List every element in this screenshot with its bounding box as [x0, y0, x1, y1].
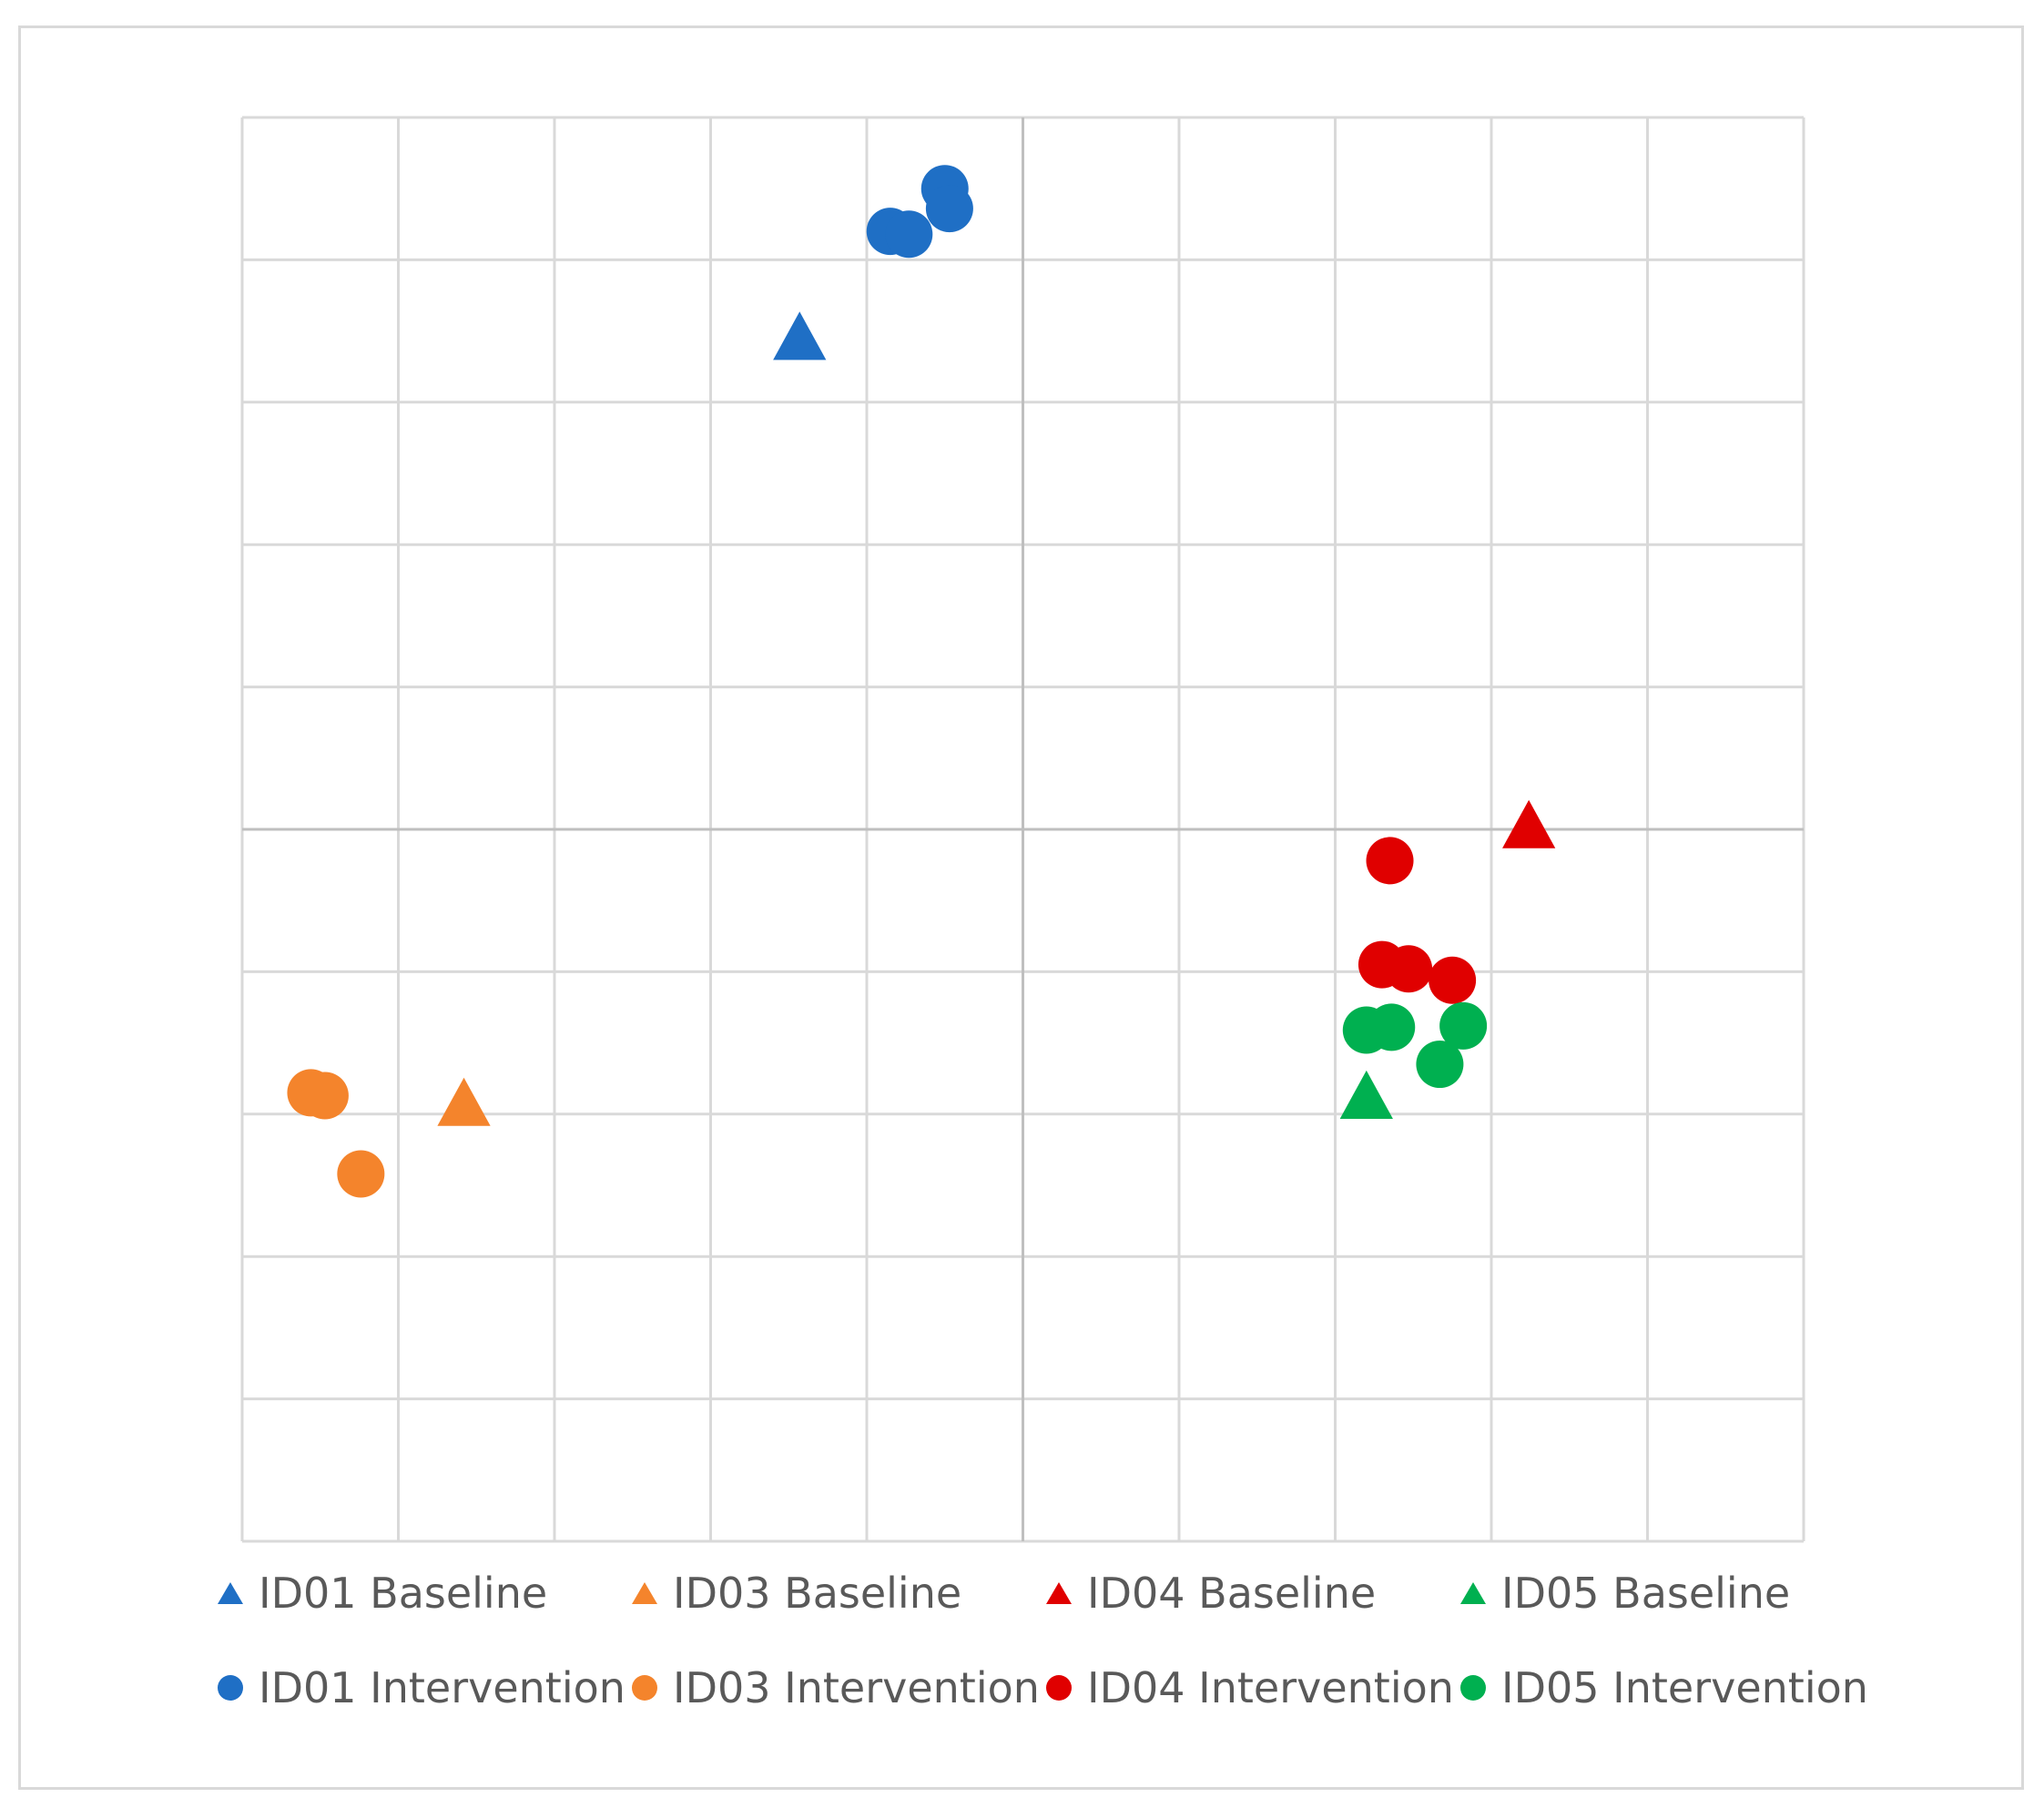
legend-item-id04-intervention: ID04 Intervention [1043, 1663, 1454, 1712]
legend-circle-symbol [1460, 1675, 1486, 1701]
data-point-id01-intervention [885, 210, 933, 259]
legend-triangle-symbol [1046, 1582, 1072, 1604]
data-point-id05-intervention [1439, 1001, 1488, 1050]
data-marks [287, 165, 1556, 1198]
data-point-id01-baseline [773, 311, 827, 361]
triangle-marker-icon [632, 1582, 657, 1604]
data-point-id05-intervention [1368, 1003, 1416, 1051]
legend-item-id01-intervention: ID01 Intervention [215, 1663, 625, 1712]
series-id03-intervention [287, 1069, 385, 1198]
series-id03-baseline [437, 1077, 491, 1126]
circle-marker-icon [1046, 1675, 1072, 1701]
series-id05-baseline [1339, 1070, 1393, 1119]
circle-marker-icon [632, 1675, 657, 1701]
data-point-id05-intervention [1416, 1041, 1464, 1089]
legend-item-id04-baseline: ID04 Baseline [1043, 1569, 1376, 1618]
legend-circle-symbol [632, 1675, 657, 1701]
legend-item-id03-intervention: ID03 Intervention [629, 1663, 1040, 1712]
data-point-id04-baseline [1502, 799, 1556, 848]
circle-marker-icon [218, 1675, 243, 1701]
legend-label: ID05 Intervention [1501, 1663, 1868, 1712]
legend-triangle-symbol [218, 1582, 243, 1604]
legend-label: ID04 Intervention [1087, 1663, 1454, 1712]
legend-item-id05-baseline: ID05 Baseline [1458, 1569, 1790, 1618]
legend-label: ID01 Intervention [259, 1663, 625, 1712]
legend-label: ID03 Intervention [673, 1663, 1040, 1712]
legend-item-id03-baseline: ID03 Baseline [629, 1569, 961, 1618]
scatter-chart [240, 116, 1805, 1543]
data-point-id03-intervention [337, 1150, 385, 1198]
circle-marker-icon [1460, 1675, 1486, 1701]
series-id04-baseline [1502, 799, 1556, 848]
data-point-id05-baseline [1339, 1070, 1393, 1119]
chart-frame: ID01 Baseline ID03 Baseline ID04 Baseline I… [18, 25, 2024, 1790]
triangle-marker-icon [1460, 1582, 1486, 1604]
triangle-marker-icon [218, 1582, 243, 1604]
data-point-id04-intervention [1385, 945, 1433, 993]
series-id01-intervention [866, 165, 973, 259]
series-id05-intervention [1342, 1001, 1488, 1089]
legend-item-id05-intervention: ID05 Intervention [1458, 1663, 1868, 1712]
axes [242, 117, 1804, 1541]
data-point-id04-intervention [1429, 956, 1477, 1004]
triangle-marker-icon [1046, 1582, 1072, 1604]
legend-label: ID01 Baseline [259, 1569, 548, 1618]
legend-circle-symbol [218, 1675, 243, 1701]
legend-label: ID04 Baseline [1087, 1569, 1377, 1618]
legend-label: ID05 Baseline [1501, 1569, 1791, 1618]
legend-circle-symbol [1046, 1675, 1072, 1701]
data-point-id04-intervention [1366, 837, 1414, 885]
data-point-id03-intervention [300, 1072, 349, 1120]
series-id04-intervention [1358, 837, 1477, 1004]
data-point-id03-baseline [437, 1077, 491, 1126]
legend-label: ID03 Baseline [673, 1569, 962, 1618]
legend-triangle-symbol [632, 1582, 657, 1604]
legend-triangle-symbol [1460, 1582, 1486, 1604]
legend-item-id01-baseline: ID01 Baseline [215, 1569, 547, 1618]
data-point-id01-intervention [925, 185, 973, 233]
series-id01-baseline [773, 311, 827, 361]
